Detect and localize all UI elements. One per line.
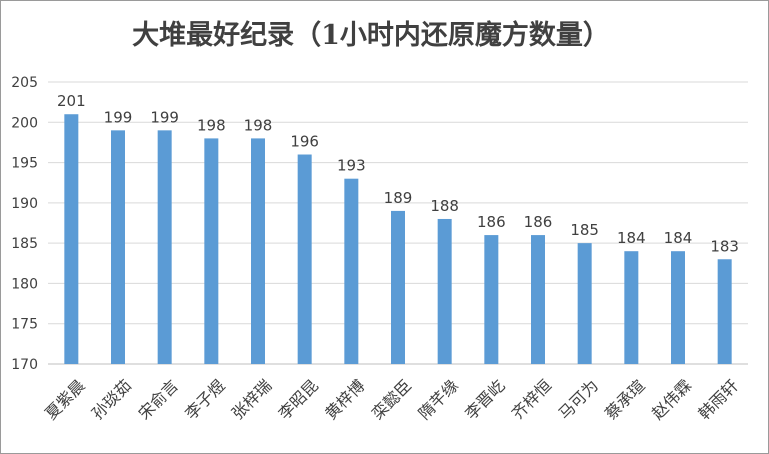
data-label: 199: [150, 108, 179, 126]
x-tick-label: 李晋屹: [461, 376, 508, 423]
bar: [391, 210, 405, 364]
x-tick-label: 齐梓恒: [508, 376, 555, 423]
x-tick-label: 宋俞言: [135, 376, 182, 423]
data-label: 199: [104, 108, 133, 126]
bar: [251, 138, 265, 364]
x-tick-label: 李昭昆: [275, 376, 322, 423]
x-tick-label: 李子煜: [181, 376, 228, 423]
data-label: 198: [197, 116, 226, 134]
data-label: 188: [430, 197, 459, 215]
x-tick-label: 栾懿臣: [368, 376, 415, 423]
x-tick-label: 隋芊缘: [415, 376, 462, 423]
data-label: 193: [337, 157, 366, 175]
bar: [344, 178, 359, 364]
y-tick-label: 185: [11, 236, 38, 252]
data-label: 184: [617, 229, 646, 247]
x-tick-label: 夏紫晨: [41, 376, 88, 423]
data-labels: 201 199 199 198 198 196 193 189 188 186 186 185 184 1…: [57, 92, 739, 255]
x-tick-label: 马可为: [555, 376, 602, 423]
bar: [157, 130, 172, 364]
x-tick-label: 蔡承瑄: [601, 376, 648, 423]
data-label: 186: [524, 213, 553, 231]
bar: [204, 138, 219, 364]
bar: [297, 154, 312, 364]
data-label: 201: [57, 92, 86, 110]
y-tick-label: 205: [11, 75, 38, 91]
data-label: 183: [710, 237, 739, 255]
y-tick-label: 195: [11, 156, 38, 172]
bar: [717, 259, 732, 364]
y-tick-label: 190: [11, 196, 38, 212]
data-label: 196: [290, 133, 319, 151]
y-axis: 170 175 180 185 190 195 200 205: [11, 75, 38, 373]
bars: [64, 114, 732, 364]
y-tick-label: 200: [11, 115, 38, 131]
data-label: 185: [570, 221, 599, 239]
bar: [111, 130, 125, 364]
bar: [484, 235, 499, 364]
data-label: 198: [244, 116, 273, 134]
data-label: 189: [384, 189, 413, 207]
bar: [531, 235, 545, 364]
bar: [437, 218, 452, 364]
x-tick-label: 黄梓博: [321, 376, 368, 423]
x-tick-label: 孙琰茹: [88, 376, 135, 423]
bar: [624, 251, 639, 364]
y-tick-label: 175: [11, 317, 38, 333]
x-tick-label: 张梓瑞: [228, 376, 275, 423]
bar: [64, 114, 79, 364]
data-label: 186: [477, 213, 506, 231]
data-label: 184: [664, 229, 693, 247]
bar: [671, 251, 685, 364]
x-tick-label: 韩雨轩: [695, 376, 742, 423]
bar: [577, 243, 592, 364]
x-axis: 夏紫晨 孙琰茹 宋俞言 李子煜 张梓瑞 李昭昆 黄梓博 栾懿臣 隋芊缘 李晋屹 齐梓恒 马可为 蔡承瑄赵…: [41, 376, 742, 423]
y-tick-label: 170: [11, 357, 38, 373]
x-tick-label: 赵伟霖: [648, 376, 695, 423]
y-tick-label: 180: [11, 276, 38, 292]
chart-title: 大堆最好纪录（1小时内还原魔方数量）: [132, 19, 610, 51]
